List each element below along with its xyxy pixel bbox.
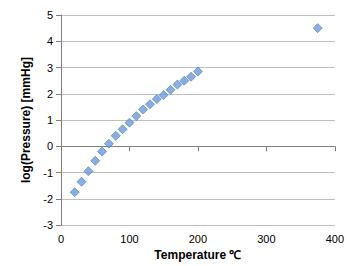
svg-text:0: 0 — [47, 140, 53, 152]
svg-text:0: 0 — [58, 233, 64, 245]
svg-text:200: 200 — [189, 233, 207, 245]
svg-text:Temperature ℃: Temperature ℃ — [154, 248, 241, 262]
svg-text:300: 300 — [257, 233, 275, 245]
svg-text:3: 3 — [47, 62, 53, 74]
svg-text:2: 2 — [47, 88, 53, 100]
svg-text:-2: -2 — [43, 193, 53, 205]
svg-text:400: 400 — [326, 233, 344, 245]
svg-text:100: 100 — [120, 233, 138, 245]
svg-text:4: 4 — [47, 35, 53, 47]
svg-text:-3: -3 — [43, 219, 53, 231]
svg-text:5: 5 — [47, 9, 53, 21]
svg-text:1: 1 — [47, 114, 53, 126]
svg-text:log(Pressure) [mmHg]: log(Pressure) [mmHg] — [19, 57, 33, 183]
svg-text:-1: -1 — [43, 167, 53, 179]
